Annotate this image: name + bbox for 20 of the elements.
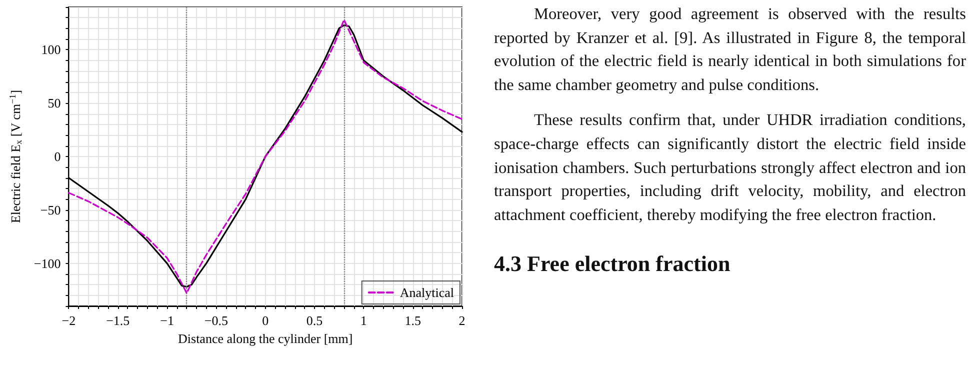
x-axis-title: Distance along the cylinder [mm] xyxy=(178,330,353,346)
y-axis-title: Electric field Ex [V cm−1] xyxy=(8,90,24,224)
x-tick-label: 1 xyxy=(360,313,367,328)
x-tick-label: 0.5 xyxy=(306,313,323,328)
y-tick-label: −100 xyxy=(34,256,61,271)
y-tick-label: −50 xyxy=(40,202,61,218)
y-tick-label: 0 xyxy=(54,149,61,164)
x-tick-label: 1.5 xyxy=(404,313,421,328)
y-tick-label: 100 xyxy=(41,42,61,58)
legend-label: Analytical xyxy=(400,285,454,300)
x-tick-label: −1.5 xyxy=(106,313,130,328)
x-tick-label: 0 xyxy=(262,313,269,328)
y-tick-label: 50 xyxy=(48,96,61,111)
x-tick-label: −1 xyxy=(160,313,174,328)
text: Moreover, very good agreement is observed with the results reported by Kranzer et al. [9]. As illustrated in Figure 8, the temporal evolution of the electric field is nearly identical in both simulations for the same chamber geometry and pulse conditions. xyxy=(494,3,966,96)
x-tick-label: −2 xyxy=(62,313,76,328)
x-tick-label: 2 xyxy=(458,313,466,328)
x-tick-label: −0.5 xyxy=(204,313,228,328)
text: 4.3 Free electron fraction xyxy=(494,251,732,276)
text: These results confirm that, under UHDR irradiation conditions, space-charge effects can significantly distort the electric field inside ionisation chambers. Such perturbations strongly affect electron and ion transport properties, including drift velocity, mobility, and electron attachment coefficient, thereby modifying the free electron fraction. xyxy=(494,109,966,226)
